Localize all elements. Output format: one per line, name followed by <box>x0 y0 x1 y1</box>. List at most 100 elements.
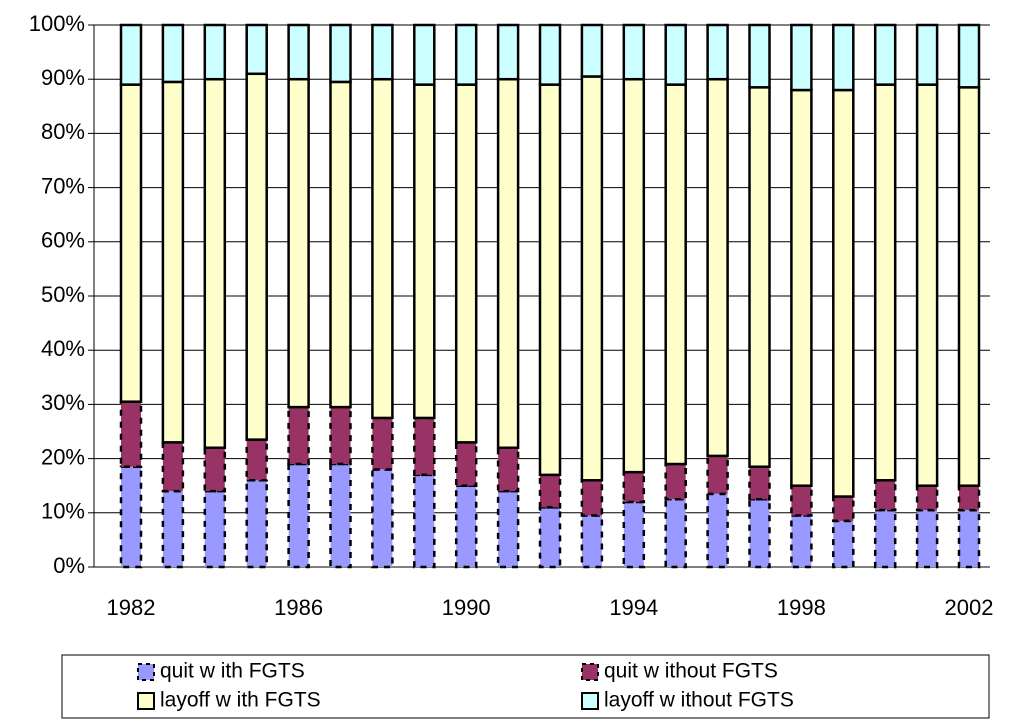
bar-segment <box>413 23 436 86</box>
bar-segment <box>538 506 562 569</box>
bar-segment <box>371 77 394 420</box>
bar-segment <box>161 80 185 444</box>
bar-segment <box>622 500 646 569</box>
y-tick-label: 90% <box>41 65 85 90</box>
bar-segment <box>915 83 939 487</box>
bar-segment <box>287 77 310 409</box>
bar-segment <box>748 23 771 89</box>
bar-segment <box>957 23 981 89</box>
bar-segment <box>203 23 227 81</box>
legend-label: quit w ith FGTS <box>160 660 305 683</box>
bar-segment <box>580 514 604 569</box>
bar-segment <box>245 479 268 569</box>
y-tick-label: 100% <box>29 11 85 36</box>
bar-segment <box>832 495 855 523</box>
y-tick-label: 40% <box>41 336 85 361</box>
bar-segment <box>329 80 352 409</box>
bar-segment <box>873 479 897 512</box>
legend-swatch <box>137 663 155 681</box>
bar-segment <box>161 23 185 84</box>
bar-segment <box>454 23 478 86</box>
bar-segment <box>203 446 227 493</box>
bar-segment <box>832 23 855 92</box>
x-tick-label: 2002 <box>945 595 994 620</box>
bar-segment <box>161 441 185 493</box>
bar-segment <box>161 489 185 569</box>
x-tick-label: 1994 <box>609 595 658 620</box>
bar-segment <box>622 470 646 504</box>
y-tick-label: 50% <box>41 282 85 307</box>
bar-segment <box>413 416 436 477</box>
legend-swatch <box>581 692 599 710</box>
bar-segment <box>538 473 562 509</box>
bar-segment <box>203 489 227 569</box>
bar-segment <box>496 23 520 81</box>
y-tick-label: 60% <box>41 228 85 253</box>
bar-segment <box>706 77 729 458</box>
y-tick-label: 0% <box>53 553 85 578</box>
legend-swatch <box>137 692 155 710</box>
bar-segment <box>454 484 478 569</box>
bar-segment <box>664 462 687 501</box>
bar-segment <box>580 75 604 482</box>
bar-segment <box>748 465 771 501</box>
y-tick-label: 20% <box>41 444 85 469</box>
bar-segment <box>832 519 855 569</box>
bar-segment <box>538 23 562 86</box>
legend-box <box>61 654 990 719</box>
y-tick-label: 10% <box>41 499 85 524</box>
bar-segment <box>413 83 436 420</box>
bar-segment <box>957 86 981 487</box>
bar-segment <box>119 400 143 468</box>
bar-segment <box>832 88 855 498</box>
bar-segment <box>706 454 729 496</box>
bar-segment <box>873 23 897 86</box>
legend-label: layoff w ith FGTS <box>160 689 321 712</box>
bar-segment <box>706 23 729 81</box>
bar-segment <box>119 83 143 403</box>
bar-segment <box>873 83 897 482</box>
bar-segment <box>580 479 604 517</box>
bar-segment <box>371 416 394 471</box>
legend-label: quit w ithout FGTS <box>604 660 778 683</box>
bar-segment <box>203 77 227 450</box>
bar-segment <box>790 23 813 92</box>
bar-segment <box>748 498 771 569</box>
bar-segment <box>119 465 143 569</box>
bar-segment <box>329 462 352 569</box>
legend-label: layoff w ithout FGTS <box>604 689 794 712</box>
bar-segment <box>664 498 687 569</box>
bar-segment <box>664 83 687 466</box>
bar-segment <box>245 72 268 441</box>
bar-segment <box>287 405 310 466</box>
bar-segment <box>371 23 394 81</box>
bar-segment <box>371 468 394 569</box>
bar-segment <box>915 508 939 569</box>
bar-segment <box>915 23 939 86</box>
bar-segment <box>245 438 268 482</box>
bar-segment <box>496 77 520 450</box>
y-tick-label: 70% <box>41 173 85 198</box>
bar-segment <box>496 489 520 569</box>
bar-segment <box>706 492 729 569</box>
x-tick-label: 1982 <box>107 595 156 620</box>
bar-segment <box>287 462 310 569</box>
bar-segment <box>790 88 813 487</box>
bar-segment <box>329 23 352 84</box>
bar-segment <box>454 83 478 444</box>
bar-segment <box>790 514 813 569</box>
bar-segment <box>413 473 436 569</box>
bar-segment <box>287 23 310 81</box>
y-tick-label: 80% <box>41 119 85 144</box>
bar-segment <box>538 83 562 477</box>
bar-segment <box>957 484 981 512</box>
bar-segment <box>580 23 604 78</box>
x-tick-label: 1998 <box>777 595 826 620</box>
bar-segment <box>622 77 646 474</box>
y-tick-label: 30% <box>41 390 85 415</box>
bar-segment <box>957 508 981 569</box>
bar-segment <box>245 23 268 76</box>
bar-segment <box>622 23 646 81</box>
bar-segment <box>119 23 143 86</box>
